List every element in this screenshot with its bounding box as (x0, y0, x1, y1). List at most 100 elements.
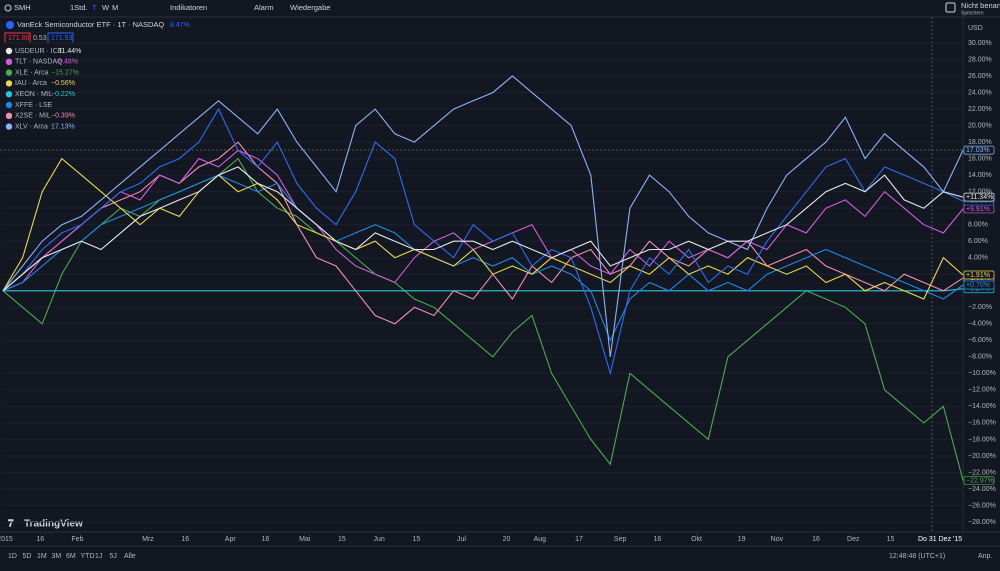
y-tick-label: 24.00% (968, 89, 992, 96)
y-tick-label: −20.00% (968, 453, 996, 460)
series-line (2, 75, 964, 357)
legend-icon[interactable] (5, 58, 13, 65)
legend-change: 17.13% (51, 123, 75, 130)
legend-label[interactable]: XLV · Arca (15, 123, 48, 130)
end-label: +0.70% (966, 282, 990, 289)
clock: 12:48:48 (UTC+1) (889, 553, 945, 560)
series-line (3, 288, 964, 292)
y-tick-label: 18.00% (968, 139, 992, 146)
y-tick-label: −24.00% (968, 486, 996, 493)
range[interactable]: T (92, 3, 97, 12)
x-tick-label: Sep (614, 536, 627, 543)
x-tick-label: 16 (36, 536, 44, 543)
series-line (2, 157, 964, 300)
legend-icon[interactable] (5, 91, 13, 98)
y-tick-label: 16.00% (968, 155, 992, 162)
layout-name[interactable]: Nicht benannt (961, 1, 1000, 10)
x-tick-label: Apr (225, 536, 237, 543)
range[interactable]: W (102, 3, 110, 12)
legend-change: −0.22% (51, 91, 75, 98)
search-icon[interactable] (4, 4, 12, 12)
symbol[interactable]: SMH (14, 3, 31, 12)
x-tick-label: Nov (771, 536, 784, 543)
x-tick-label: 16 (262, 536, 270, 543)
legend-icon[interactable] (5, 123, 13, 130)
end-label: +1.91% (966, 272, 990, 279)
legend-icon[interactable] (5, 47, 13, 55)
legend-icon[interactable] (5, 101, 13, 109)
legend-icon[interactable] (5, 112, 13, 120)
y-tick-label: −16.00% (968, 420, 996, 427)
range-button[interactable]: YTD (81, 553, 95, 560)
y-tick-label: 28.00% (968, 56, 992, 63)
x-tick-label: 16 (181, 536, 189, 543)
bid[interactable]: 171.00 (8, 35, 30, 42)
legend-label[interactable]: TLT · NASDAQ (15, 59, 63, 66)
adjust[interactable]: Anp. (978, 553, 992, 560)
range-button[interactable]: 1D (8, 553, 17, 560)
brand-logo: 𝟕 (8, 519, 14, 530)
x-tick-label: 20 (503, 536, 511, 543)
end-label: +9.91% (966, 206, 990, 213)
header: VanEck Semiconductor ETF · 1T · NASDAQ 8… (4, 20, 190, 44)
save[interactable]: Speichern (961, 10, 984, 16)
range-button[interactable]: 5D (23, 553, 32, 560)
x-tick-label: Jul (457, 536, 466, 543)
end-label-bg (963, 270, 995, 280)
alarm[interactable]: Alarm (254, 3, 274, 12)
range-button[interactable]: 5J (110, 553, 117, 560)
y-tick-label: 8.00% (968, 222, 988, 229)
end-label-bg (963, 145, 995, 155)
legend-label[interactable]: XFFE · LSE (15, 102, 53, 109)
y-tick-label: 20.00% (968, 122, 992, 129)
x-tick-label: 2015 (0, 536, 13, 543)
y-tick-label: 30.00% (968, 40, 992, 47)
range[interactable]: M (112, 3, 118, 12)
y-tick-label: 12.00% (968, 188, 992, 195)
legend-icon[interactable] (5, 80, 13, 87)
replay[interactable]: Wiedergabe (290, 3, 330, 12)
x-tick-label: 17 (575, 536, 583, 543)
x-tick-label: Mrz (142, 536, 154, 543)
range-button[interactable]: Alle (124, 553, 136, 560)
indicators[interactable]: Indikatoren (170, 3, 207, 12)
end-label-bg (963, 192, 995, 202)
end-label: 17.03% (966, 147, 990, 154)
header-change: 8.47% (170, 22, 190, 29)
y-tick-label: −18.00% (968, 436, 996, 443)
x-tick-label: Jun (374, 536, 385, 543)
y-tick-label: −8.00% (968, 354, 992, 361)
y-tick-label: −12.00% (968, 387, 996, 394)
x-tick-label: 15 (887, 536, 895, 543)
interval[interactable]: 1Std. (70, 3, 88, 12)
ask[interactable]: 171.53 (51, 35, 73, 42)
x-tick-label: 15 (412, 536, 420, 543)
legend-icon[interactable] (5, 69, 13, 76)
y-tick-label: −4.00% (968, 321, 992, 328)
x-tick-label: 16 (653, 536, 661, 543)
legend-label[interactable]: X2SE · MIL (15, 113, 51, 120)
y-tick-label: −2.00% (968, 304, 992, 311)
footer: Do 31 Dez '15 12:48:48 (UTC+1) Anp. Trad… (8, 519, 992, 560)
range-button[interactable]: 6M (66, 553, 76, 560)
y-tick-label: 6.00% (968, 238, 988, 245)
legend-change: −15.27% (51, 69, 79, 76)
range-button[interactable]: 1J (95, 553, 102, 560)
currency: USD (968, 25, 983, 32)
x-tick-label: Mai (299, 536, 311, 543)
end-label: −22.97% (966, 477, 994, 484)
series-line (2, 107, 964, 376)
legend-label[interactable]: XEON · MIL (15, 91, 53, 98)
range-button[interactable]: 1M (37, 553, 47, 560)
layout-icon[interactable] (945, 2, 956, 13)
x-tick-label: Aug (534, 536, 547, 543)
end-label: +11.34% (966, 194, 993, 201)
legend-change: 6.48% (58, 59, 78, 66)
legend-label[interactable]: IAU · Arca (15, 80, 47, 87)
x-tick-label: 19 (738, 536, 746, 543)
legend-label[interactable]: XLE · Arca (15, 69, 49, 76)
range-button[interactable]: 3M (52, 553, 62, 560)
legend-change: 11.44% (58, 48, 81, 55)
legend-label[interactable]: USDEUR · ICE (15, 48, 63, 55)
